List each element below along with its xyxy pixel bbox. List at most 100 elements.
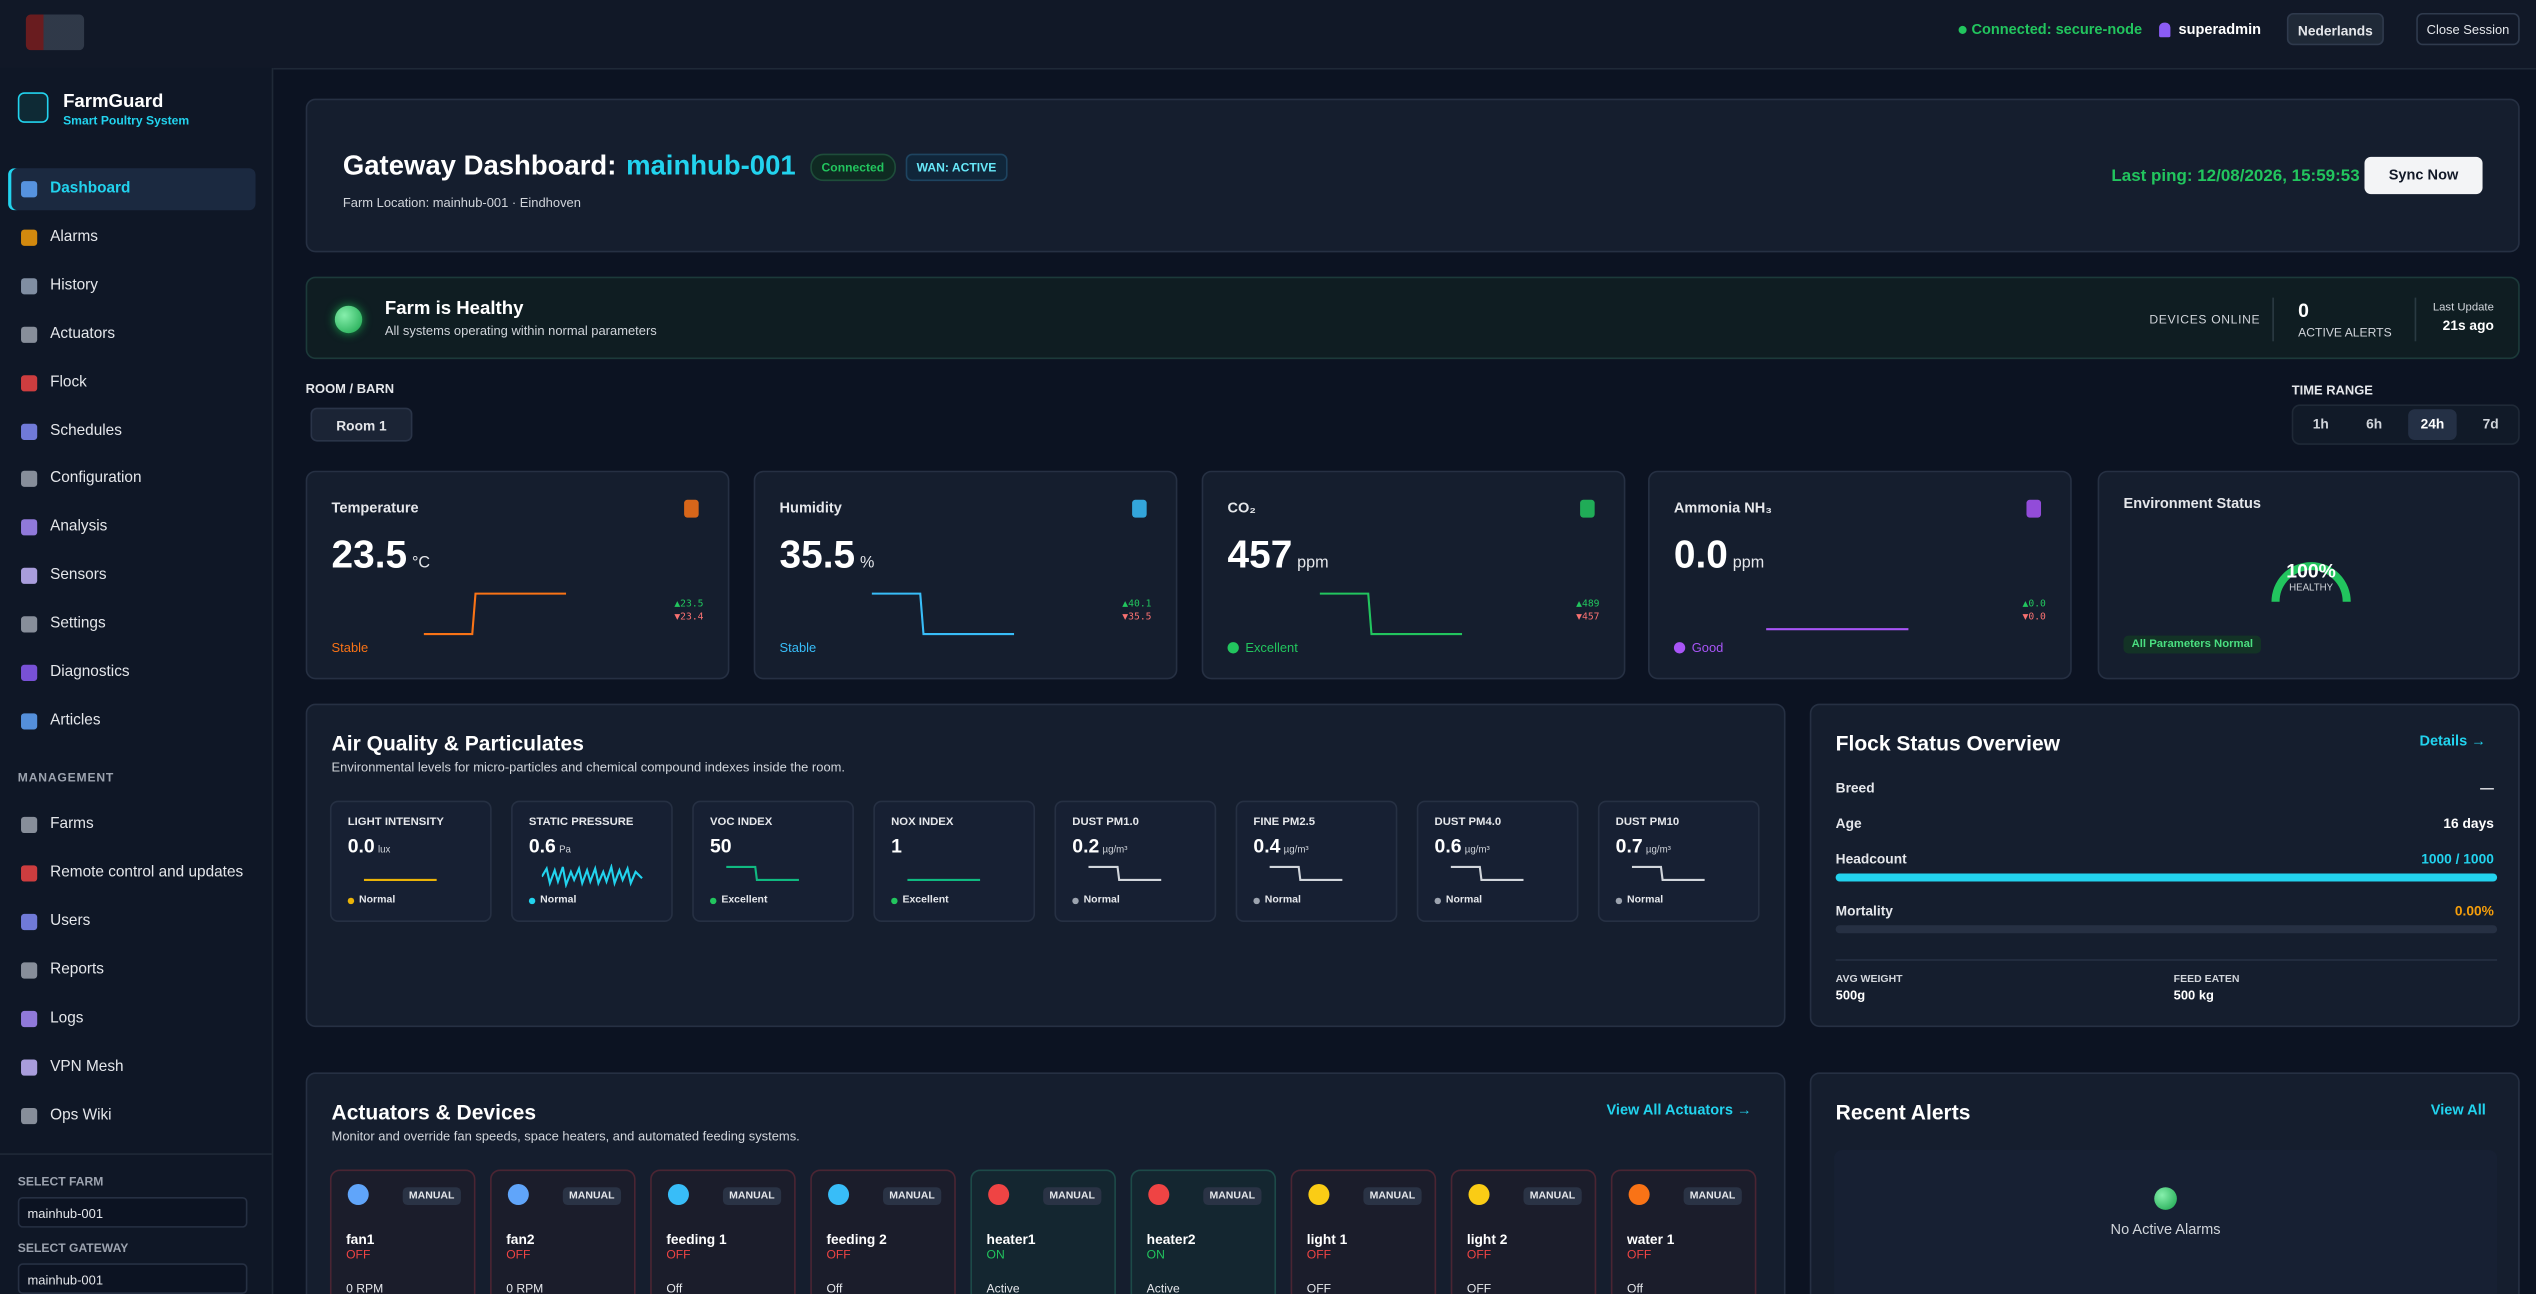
nav-label[interactable]: Reports xyxy=(50,960,104,979)
nav-icon xyxy=(21,664,38,681)
view-all-link[interactable]: View All Actuators → xyxy=(1606,1101,1752,1118)
tile-value: 0.2 xyxy=(1072,834,1100,858)
metric-value-row: 23.5 °C xyxy=(332,534,431,579)
nav-label[interactable]: Logs xyxy=(50,1009,84,1028)
actuator-card[interactable]: MANUAL light 2 OFF OFF xyxy=(1450,1169,1597,1294)
actuator-card[interactable]: MANUAL heater2 ON Active xyxy=(1130,1169,1277,1294)
flock-row-value: 1000 / 1000 xyxy=(2421,850,2494,867)
nav-label[interactable]: Alarms xyxy=(50,227,98,246)
nav-label[interactable]: Schedules xyxy=(50,421,122,440)
nav-item[interactable] xyxy=(8,804,255,846)
nav-icon xyxy=(21,616,38,633)
nav-item[interactable] xyxy=(8,949,255,991)
nav-icon xyxy=(21,422,38,440)
tile-value: 50 xyxy=(709,834,732,858)
nav-label[interactable]: Settings xyxy=(50,614,106,633)
nav-item[interactable] xyxy=(8,700,255,742)
divider xyxy=(2414,297,2417,342)
status-dot xyxy=(347,897,355,905)
actuator-state: OFF xyxy=(1466,1247,1492,1262)
nav-item[interactable] xyxy=(8,507,255,549)
nav-label[interactable]: Remote control and updates xyxy=(50,863,244,882)
time-range-button[interactable]: 7d xyxy=(2482,415,2499,432)
mode-badge: MANUAL xyxy=(1202,1187,1262,1206)
details-link[interactable]: Details → xyxy=(2419,732,2486,749)
nav-item[interactable] xyxy=(8,217,255,259)
divider xyxy=(1835,959,2498,961)
nav-label[interactable]: Sensors xyxy=(50,566,107,585)
nav-item[interactable] xyxy=(8,652,255,694)
environment-state: HEALTHY xyxy=(2289,583,2334,594)
actuator-card[interactable]: MANUAL water 1 OFF Off xyxy=(1610,1169,1757,1294)
air-tile: LIGHT INTENSITY 0.0 lux Normal xyxy=(329,800,492,922)
nav-item[interactable] xyxy=(8,313,255,355)
nav-icon xyxy=(21,568,38,585)
sparkline xyxy=(423,592,567,636)
sparkline-path xyxy=(1319,592,1463,636)
nav-label[interactable]: Diagnostics xyxy=(50,663,130,681)
nav-item[interactable] xyxy=(8,168,256,211)
sidebar-divider xyxy=(0,1153,272,1155)
tile-value-row: 0.2 µg/m³ xyxy=(1072,835,1127,858)
tile-label: LIGHT INTENSITY xyxy=(347,816,444,829)
active-alerts-label: ACTIVE ALERTS xyxy=(2298,325,2392,340)
air-tile: DUST PM10 0.7 µg/m³ Normal xyxy=(1597,800,1760,922)
actuator-card[interactable]: MANUAL heater1 ON Active xyxy=(970,1169,1116,1294)
alerts-empty-text: No Active Alarms xyxy=(2110,1221,2221,1238)
nav-item[interactable] xyxy=(8,362,255,404)
sparkline xyxy=(541,863,643,889)
time-range-button[interactable]: 6h xyxy=(2366,415,2383,432)
actuator-state: OFF xyxy=(506,1247,531,1262)
view-all-link[interactable]: View All xyxy=(2430,1101,2486,1118)
page-title: Gateway Dashboard: xyxy=(342,150,617,182)
nav-label[interactable]: Dashboard xyxy=(50,179,131,198)
tile-unit: µg/m³ xyxy=(1102,845,1128,856)
actuator-card[interactable]: MANUAL feeding 2 OFF Off xyxy=(810,1169,956,1294)
nav-label[interactable]: History xyxy=(50,276,98,295)
nav-item[interactable] xyxy=(8,998,255,1040)
nav-item[interactable] xyxy=(8,265,255,307)
nav-label[interactable]: Analysis xyxy=(50,518,108,536)
nav-label[interactable]: Ops Wiki xyxy=(50,1106,112,1125)
nav-label[interactable]: Flock xyxy=(50,372,87,391)
time-range-button[interactable]: 1h xyxy=(2312,415,2329,432)
actuator-card[interactable]: MANUAL feeding 1 OFF Off xyxy=(650,1169,796,1294)
language-button[interactable]: Nederlands xyxy=(2286,12,2384,46)
actuator-name: fan1 xyxy=(346,1230,375,1248)
nav-item[interactable] xyxy=(8,1047,255,1089)
actuator-name: light 2 xyxy=(1466,1230,1508,1248)
actuator-card[interactable]: MANUAL fan2 OFF 0 RPM xyxy=(490,1169,636,1294)
nav-item[interactable] xyxy=(8,1095,255,1137)
metric-low: ▼23.4 xyxy=(674,611,704,623)
tile-label: DUST PM4.0 xyxy=(1434,816,1502,829)
environment-value: 100% xyxy=(2286,559,2336,583)
status-dot xyxy=(709,897,717,905)
tile-unit: lux xyxy=(377,845,391,856)
nav-item[interactable] xyxy=(8,555,255,597)
actuator-detail: 0 RPM xyxy=(346,1281,384,1294)
close-session-button[interactable]: Close Session xyxy=(2416,12,2520,46)
tile-unit: µg/m³ xyxy=(1283,845,1309,856)
nav-item[interactable] xyxy=(8,901,255,943)
sparkline xyxy=(871,592,1015,636)
actuator-card[interactable]: MANUAL fan1 OFF 0 RPM xyxy=(329,1169,476,1294)
nav-item[interactable] xyxy=(8,410,255,452)
nav-label[interactable]: Configuration xyxy=(50,469,142,488)
nav-label[interactable]: Articles xyxy=(50,711,101,730)
actuator-card[interactable]: MANUAL light 1 OFF OFF xyxy=(1290,1169,1437,1294)
farm-select[interactable]: mainhub-001 xyxy=(17,1196,248,1228)
nav-label[interactable]: Users xyxy=(50,912,91,931)
time-range-button[interactable]: 24h xyxy=(2408,409,2457,440)
nav-item[interactable] xyxy=(8,603,255,645)
nav-label[interactable]: Actuators xyxy=(50,324,116,343)
nav-label[interactable]: VPN Mesh xyxy=(50,1057,124,1076)
sync-button[interactable]: Sync Now xyxy=(2364,156,2483,195)
nav-icon xyxy=(21,865,38,882)
nav-icon xyxy=(21,1010,38,1028)
metric-high: ▲489 xyxy=(1576,598,1600,610)
gateway-select[interactable]: mainhub-001 xyxy=(17,1263,248,1294)
nav-label[interactable]: Farms xyxy=(50,815,94,834)
room-button[interactable]: Room 1 xyxy=(310,407,413,442)
actuator-name: feeding 2 xyxy=(826,1230,887,1248)
